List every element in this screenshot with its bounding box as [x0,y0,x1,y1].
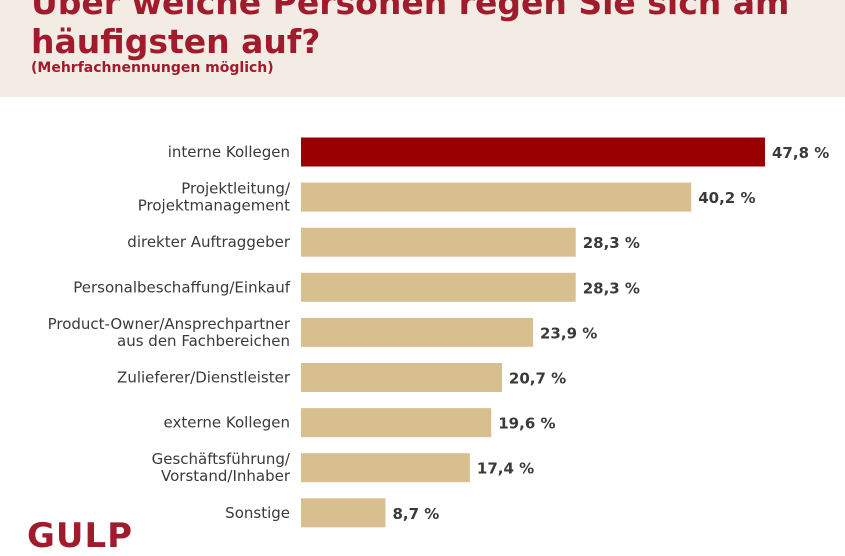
chart-subtitle: (Mehrfachnennungen möglich) [31,60,274,76]
category-label-1: Projektleitung/Projektmanagement [138,180,291,215]
bar-1 [301,182,692,212]
category-label-5: Zulieferer/Dienstleister [117,369,291,387]
category-label-3: Personalbeschaffung/Einkauf [73,278,290,296]
bar-0 [301,137,765,167]
gulp-logo: GULP [27,516,134,556]
bar-4 [301,317,533,347]
category-label-0-line-0: interne Kollegen [168,143,290,161]
category-label-8-line-0: Sonstige [225,504,290,522]
category-label-6-line-0: externe Kollegen [164,414,290,432]
value-label-2: 28,3 % [583,234,640,252]
value-label-1: 40,2 % [698,189,755,207]
bar-7 [301,453,470,483]
category-label-2: direkter Auftraggeber [127,233,291,251]
value-label-5: 20,7 % [509,370,566,388]
value-label-8: 8,7 % [392,505,439,523]
category-label-7-line-0: Geschäftsführung/ [152,450,291,468]
value-label-4: 23,9 % [540,324,597,342]
category-label-8: Sonstige [225,504,290,522]
category-label-5-line-0: Zulieferer/Dienstleister [117,369,291,387]
bar-2 [301,227,576,257]
value-label-0: 47,8 % [772,144,829,162]
value-label-3: 28,3 % [583,279,640,297]
category-label-7: Geschäftsführung/Vorstand/Inhaber [152,450,291,485]
category-label-0: interne Kollegen [168,143,290,161]
category-label-4: Product-Owner/Ansprechpartner aus den Fac… [48,315,291,350]
category-label-3-line-0: Personalbeschaffung/Einkauf [73,278,290,296]
bar-8 [301,498,386,528]
bar-3 [301,272,576,302]
bar-5 [301,363,502,392]
category-label-6: externe Kollegen [164,414,290,432]
bar-6 [301,408,492,438]
value-label-6: 19,6 % [498,415,555,433]
header-banner: Über welche Personen regen Sie sich am h… [0,0,845,97]
category-label-7-line-1: Vorstand/Inhaber [161,467,291,485]
category-label-1-line-0: Projektleitung/ [181,180,291,198]
category-label-4-line-1: aus den Fachbereichen [117,332,290,350]
chart-title-line-1: Über welche Personen regen Sie sich am [31,0,790,22]
category-label-4-line-0: Product-Owner/Ansprechpartner [48,315,291,333]
category-label-1-line-1: Projektmanagement [138,197,290,215]
bar-chart: 47,8 % interne Kollegen 40,2 % Projektleitu… [48,137,829,528]
category-label-2-line-0: direkter Auftraggeber [127,233,291,251]
chart-title-line-2: häufigsten auf? [31,22,321,61]
value-label-7: 17,4 % [477,460,534,478]
